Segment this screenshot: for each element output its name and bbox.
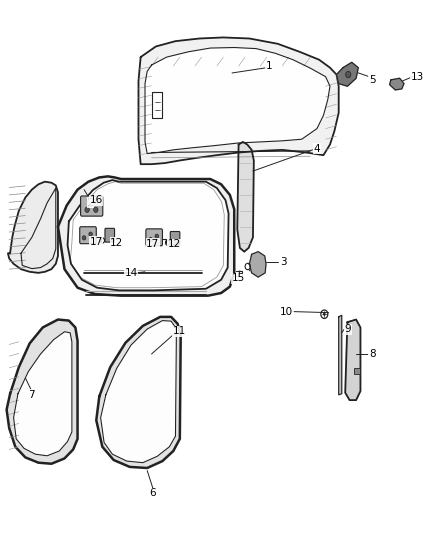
FancyBboxPatch shape	[105, 228, 115, 242]
Circle shape	[346, 71, 351, 78]
Text: 17: 17	[146, 239, 159, 249]
Text: 16: 16	[90, 195, 103, 205]
Polygon shape	[138, 37, 339, 164]
Polygon shape	[67, 180, 229, 290]
Text: 2: 2	[87, 198, 94, 208]
Circle shape	[323, 313, 325, 316]
Text: 13: 13	[410, 71, 424, 82]
Polygon shape	[8, 182, 58, 273]
Circle shape	[85, 207, 89, 213]
Text: 1: 1	[266, 61, 272, 71]
Polygon shape	[145, 47, 330, 154]
Circle shape	[82, 236, 86, 240]
Text: 10: 10	[280, 306, 293, 317]
Circle shape	[89, 232, 92, 236]
Text: 14: 14	[124, 268, 138, 278]
Polygon shape	[96, 317, 181, 468]
Text: 5: 5	[369, 75, 375, 85]
Circle shape	[89, 200, 94, 206]
Text: 3: 3	[280, 257, 287, 267]
Circle shape	[94, 207, 98, 213]
FancyBboxPatch shape	[146, 229, 162, 246]
Text: 15: 15	[232, 273, 245, 283]
Text: 9: 9	[345, 324, 351, 334]
FancyBboxPatch shape	[81, 196, 103, 216]
Polygon shape	[345, 319, 360, 400]
Polygon shape	[237, 142, 254, 252]
Text: 17: 17	[90, 237, 103, 247]
Text: 11: 11	[172, 326, 186, 336]
Polygon shape	[101, 320, 177, 463]
Polygon shape	[14, 332, 72, 456]
Polygon shape	[250, 252, 266, 277]
Circle shape	[155, 234, 159, 238]
FancyBboxPatch shape	[80, 227, 96, 244]
Polygon shape	[58, 176, 234, 296]
Text: 6: 6	[149, 488, 156, 498]
Circle shape	[149, 237, 152, 241]
Bar	[354, 368, 360, 374]
Polygon shape	[336, 62, 358, 86]
Polygon shape	[339, 316, 342, 395]
Text: 12: 12	[168, 239, 181, 249]
Text: 12: 12	[110, 238, 124, 248]
Polygon shape	[390, 78, 404, 90]
FancyBboxPatch shape	[170, 231, 180, 245]
Text: 8: 8	[369, 349, 375, 359]
Polygon shape	[7, 319, 78, 464]
Text: 4: 4	[314, 144, 320, 154]
Text: 7: 7	[28, 390, 34, 400]
